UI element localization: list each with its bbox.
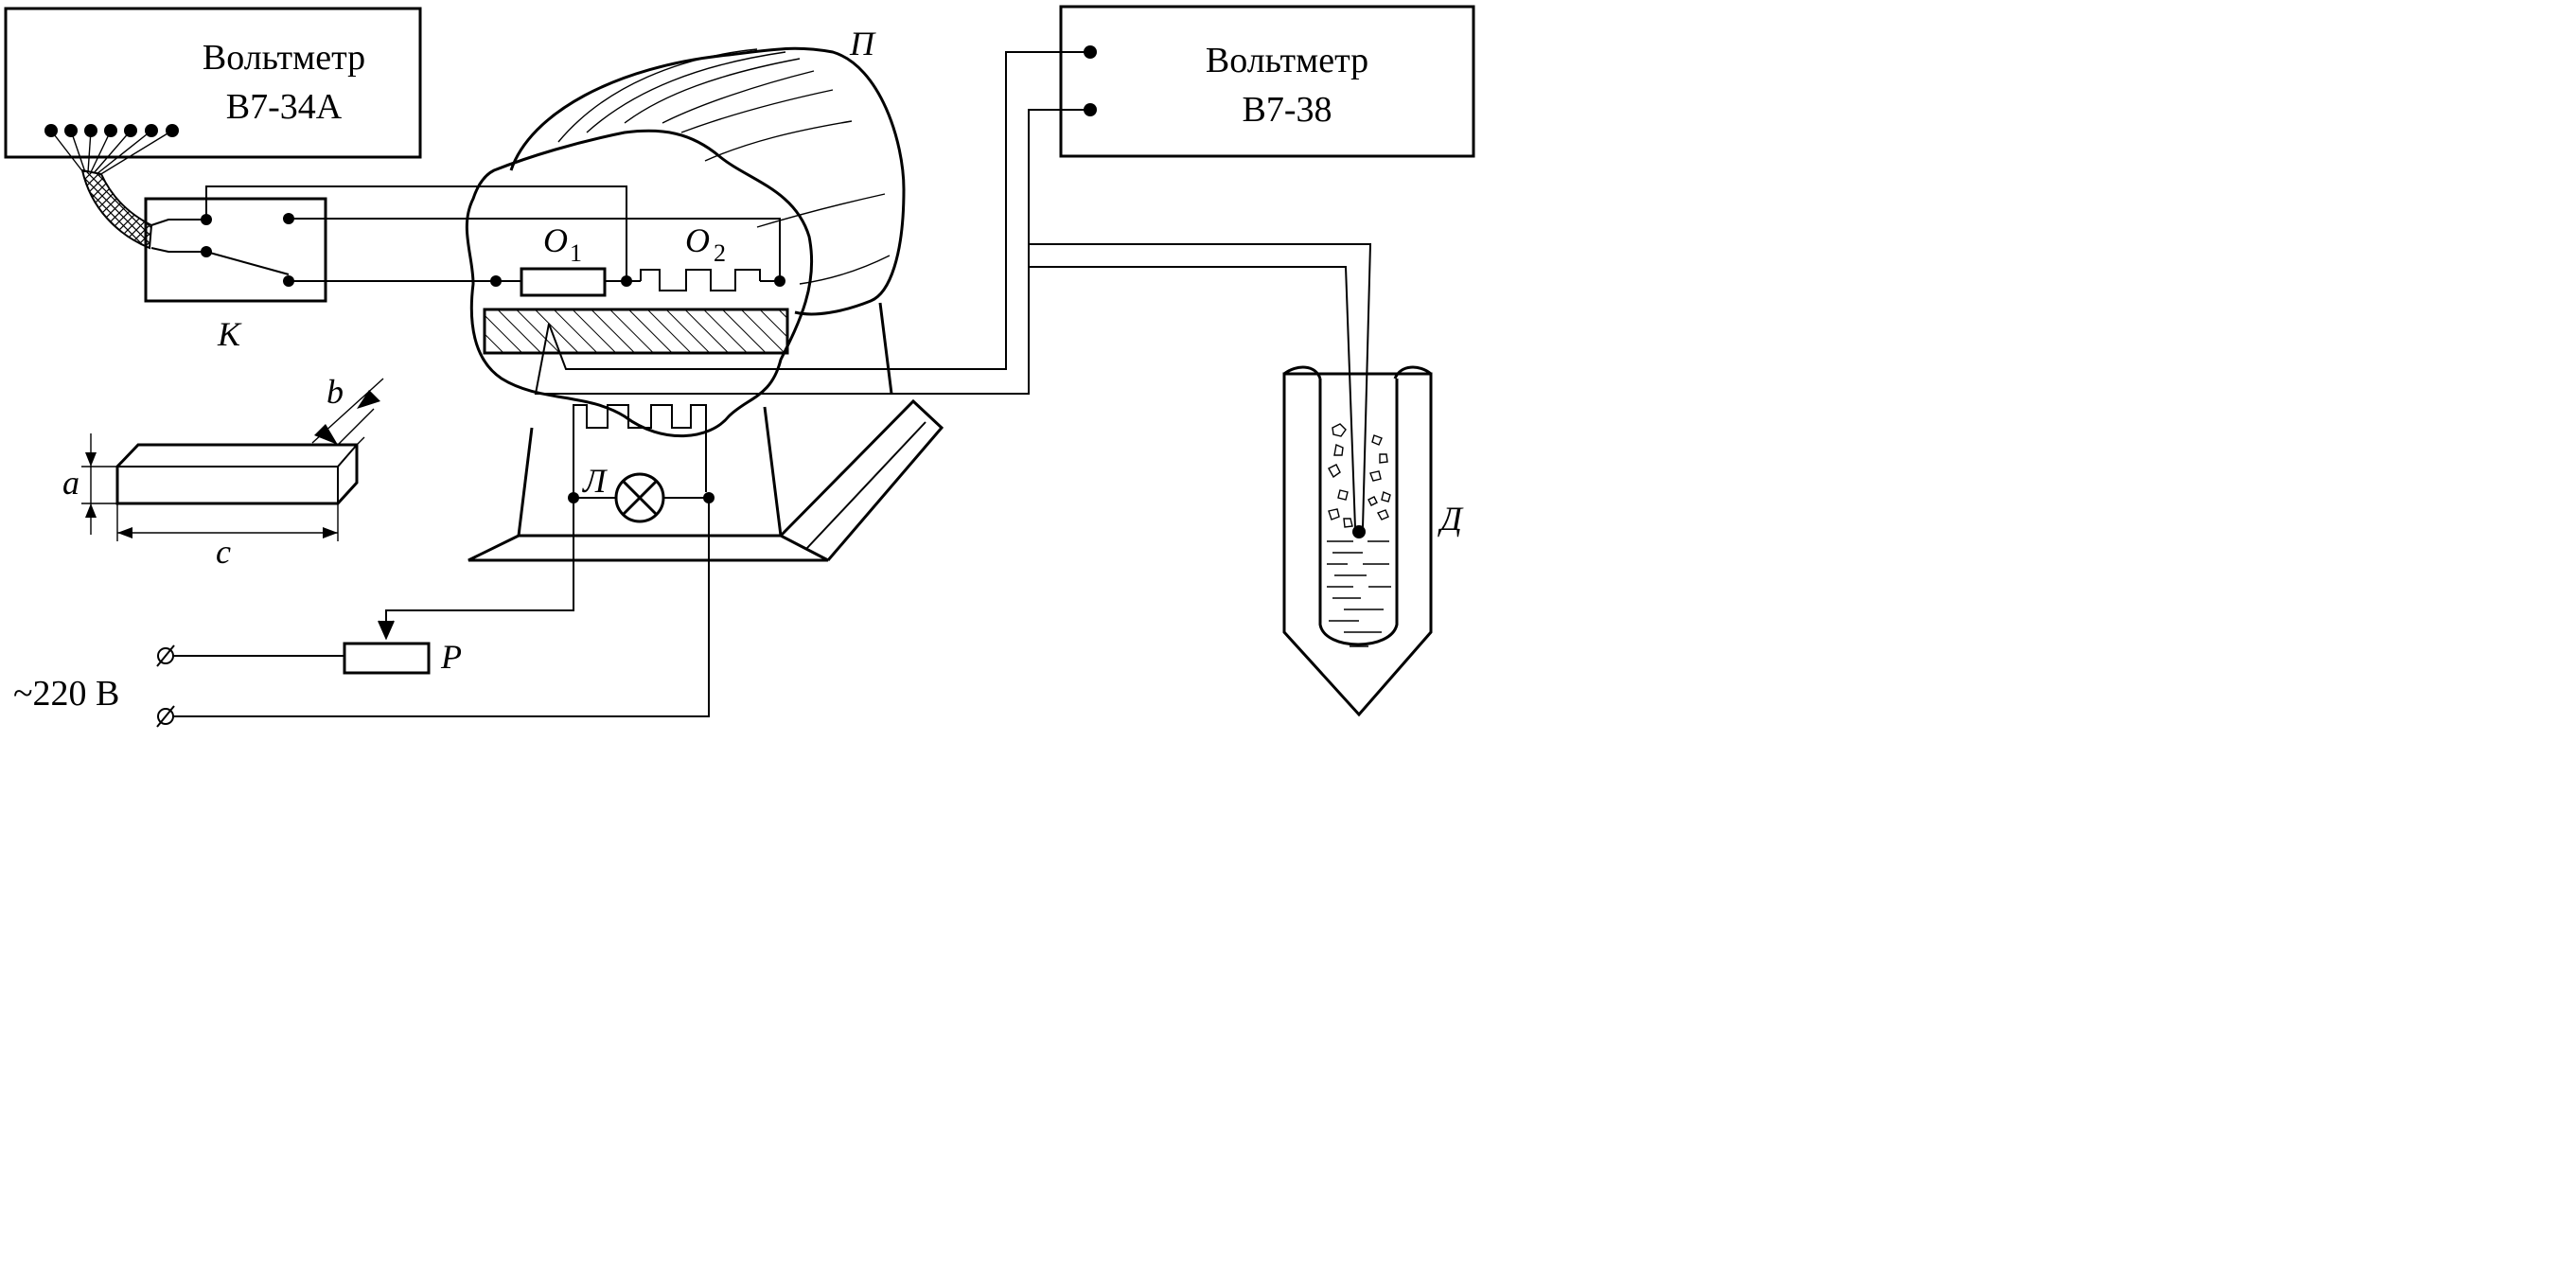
sample-o2 — [640, 269, 761, 291]
mains-terminal-2 — [157, 708, 174, 725]
switch-label: К — [217, 315, 242, 353]
sample-wiring — [205, 185, 781, 282]
dim-c-label: c — [216, 533, 231, 571]
voltmeter-left-box — [4, 7, 422, 159]
sample-o1 — [520, 267, 607, 297]
rheostat-slider-arrow — [378, 620, 395, 641]
samples: О 1 О 2 — [490, 221, 785, 297]
sample-o1-label: О — [543, 221, 568, 259]
voltmeter-left-title: Вольтметр — [203, 38, 365, 78]
dim-b-label: b — [326, 373, 344, 411]
switch-k: К — [144, 197, 327, 353]
voltmeter-right-title: Вольтметр — [1206, 41, 1368, 80]
switch-box — [144, 197, 327, 303]
furnace-p: П — [465, 25, 944, 562]
thermocouple-junction — [1352, 525, 1366, 538]
dim-a-label: a — [62, 464, 79, 502]
sample-o2-label: О — [685, 221, 710, 259]
furnace-base-front — [468, 534, 829, 562]
voltmeter-b7-38: Вольтметр В7-38 — [1059, 5, 1475, 158]
voltmeter-left-model: В7-34А — [226, 87, 343, 127]
dewar-inner — [1318, 379, 1399, 646]
power-circuit: Р ~220 В — [13, 498, 710, 728]
dewar-ice — [1328, 423, 1391, 528]
dewar-liquid — [1327, 540, 1391, 647]
voltmeter-b7-34a: Вольтметр В7-34А — [4, 7, 422, 250]
mains-terminal-1 — [157, 647, 174, 664]
switch-blade — [205, 251, 290, 275]
measurement-setup-diagram: Вольтметр В7-34А — [4, 5, 1475, 728]
sample-o2-sub: 2 — [714, 239, 726, 267]
furnace-cylinder — [509, 46, 906, 316]
lamp-l: Л — [568, 445, 715, 523]
sample-bar-outline — [115, 443, 359, 505]
voltmeter-right-model: В7-38 — [1243, 90, 1332, 130]
voltmeter-right-terminal-2 — [1084, 103, 1097, 116]
sample-holder-block — [483, 308, 789, 355]
dewar-label: Д — [1438, 500, 1464, 538]
shielded-cable — [80, 168, 153, 250]
furnace-label: П — [849, 25, 876, 62]
rheostat — [343, 642, 431, 675]
sample-o1-sub: 1 — [570, 239, 582, 267]
dewar-outer — [1282, 372, 1433, 717]
voltmeter-left-terminals — [44, 124, 179, 137]
furnace-base-side — [779, 398, 944, 561]
dewar-d: Д — [1282, 365, 1464, 717]
voltmeter-right-terminal-1 — [1084, 45, 1097, 59]
heater-coil — [573, 404, 707, 492]
sample-dimension-sketch: a c b — [62, 373, 384, 571]
cable-fanout-wires — [50, 130, 173, 176]
rheostat-label: Р — [440, 638, 462, 676]
furnace-cutaway — [465, 129, 814, 438]
lamp-label: Л — [582, 462, 609, 500]
voltmeter-right-box — [1059, 5, 1475, 158]
mains-label: ~220 В — [13, 674, 119, 714]
thermocouple-wiring — [534, 51, 1372, 529]
